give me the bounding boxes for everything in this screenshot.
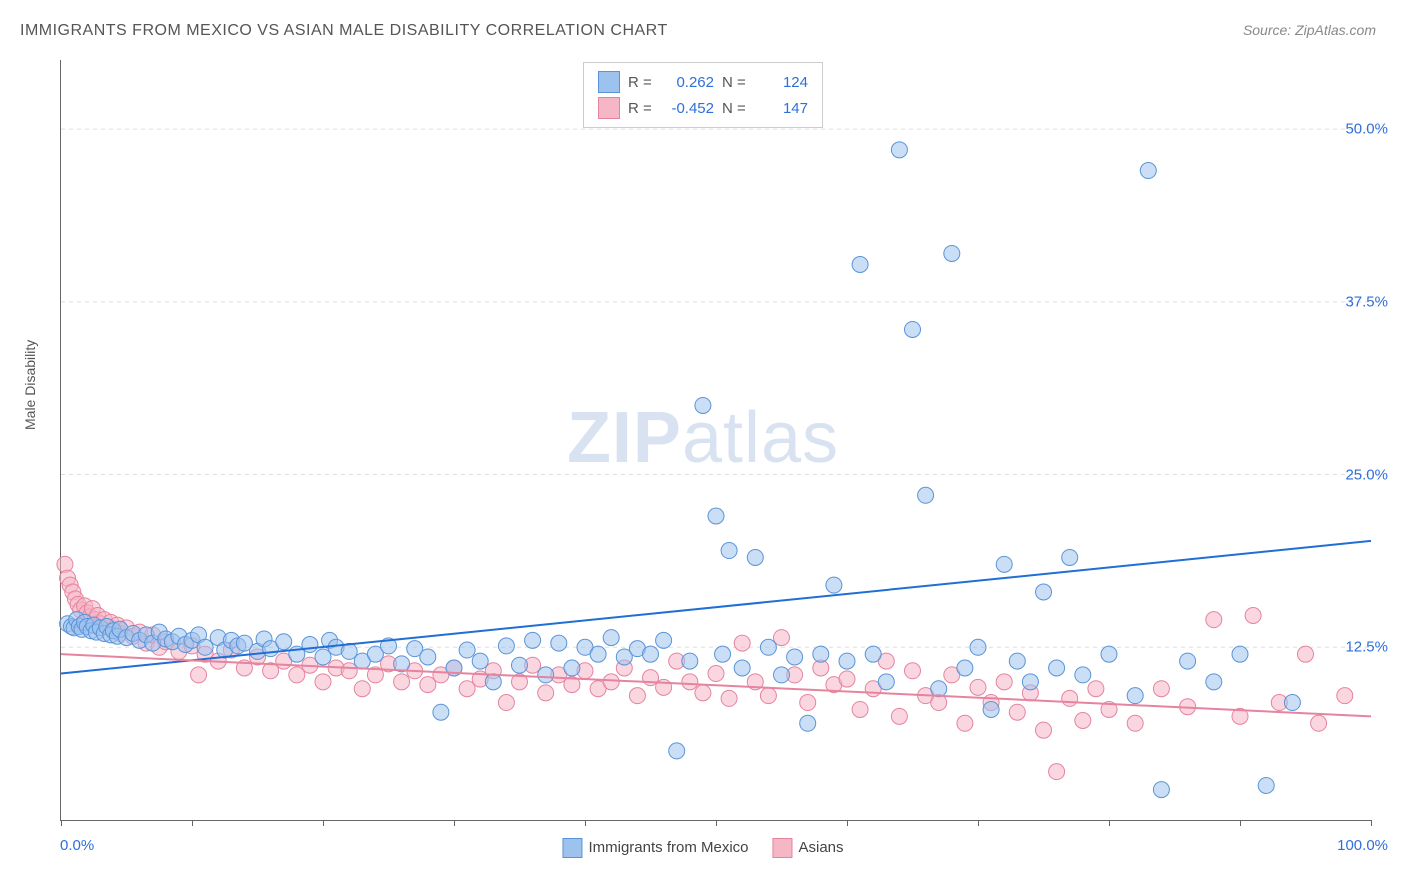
y-tick-label: 12.5% — [1345, 639, 1388, 656]
stats-r-label: R = — [628, 100, 656, 117]
y-tick-label: 50.0% — [1345, 121, 1388, 138]
y-axis-label: Male Disability — [22, 340, 38, 430]
x-tick — [192, 820, 193, 826]
x-axis-max-label: 100.0% — [1337, 837, 1388, 854]
x-tick — [323, 820, 324, 826]
legend-label: Immigrants from Mexico — [588, 839, 748, 856]
x-tick — [1109, 820, 1110, 826]
legend-swatch — [562, 838, 582, 858]
source-label: Source: ZipAtlas.com — [1243, 22, 1376, 38]
bottom-legend: Immigrants from Mexico Asians — [562, 838, 843, 858]
stats-r-value: 0.262 — [664, 74, 714, 91]
plot-area — [60, 60, 1371, 821]
stats-n-label: N = — [722, 74, 750, 91]
chart-title: IMMIGRANTS FROM MEXICO VS ASIAN MALE DIS… — [20, 22, 668, 40]
x-tick — [585, 820, 586, 826]
stats-n-value: 147 — [758, 100, 808, 117]
y-tick-label: 37.5% — [1345, 293, 1388, 310]
stats-n-value: 124 — [758, 74, 808, 91]
x-tick — [454, 820, 455, 826]
stats-r-value: -0.452 — [664, 100, 714, 117]
stats-r-label: R = — [628, 74, 656, 91]
legend-item: Asians — [773, 838, 844, 858]
legend-item: Immigrants from Mexico — [562, 838, 748, 858]
legend-label: Asians — [799, 839, 844, 856]
x-tick — [1371, 820, 1372, 826]
scatter-chart-svg — [61, 60, 1371, 820]
stats-n-label: N = — [722, 100, 750, 117]
x-tick — [847, 820, 848, 826]
y-tick-label: 25.0% — [1345, 466, 1388, 483]
stats-row: R = 0.262 N = 124 — [598, 69, 808, 95]
x-tick — [61, 820, 62, 826]
stats-swatch — [598, 71, 620, 93]
x-axis-min-label: 0.0% — [60, 837, 94, 854]
stats-row: R = -0.452 N = 147 — [598, 95, 808, 121]
x-tick — [716, 820, 717, 826]
x-tick — [1240, 820, 1241, 826]
legend-swatch — [773, 838, 793, 858]
stats-box: R = 0.262 N = 124 R = -0.452 N = 147 — [583, 62, 823, 128]
stats-swatch — [598, 97, 620, 119]
x-tick — [978, 820, 979, 826]
